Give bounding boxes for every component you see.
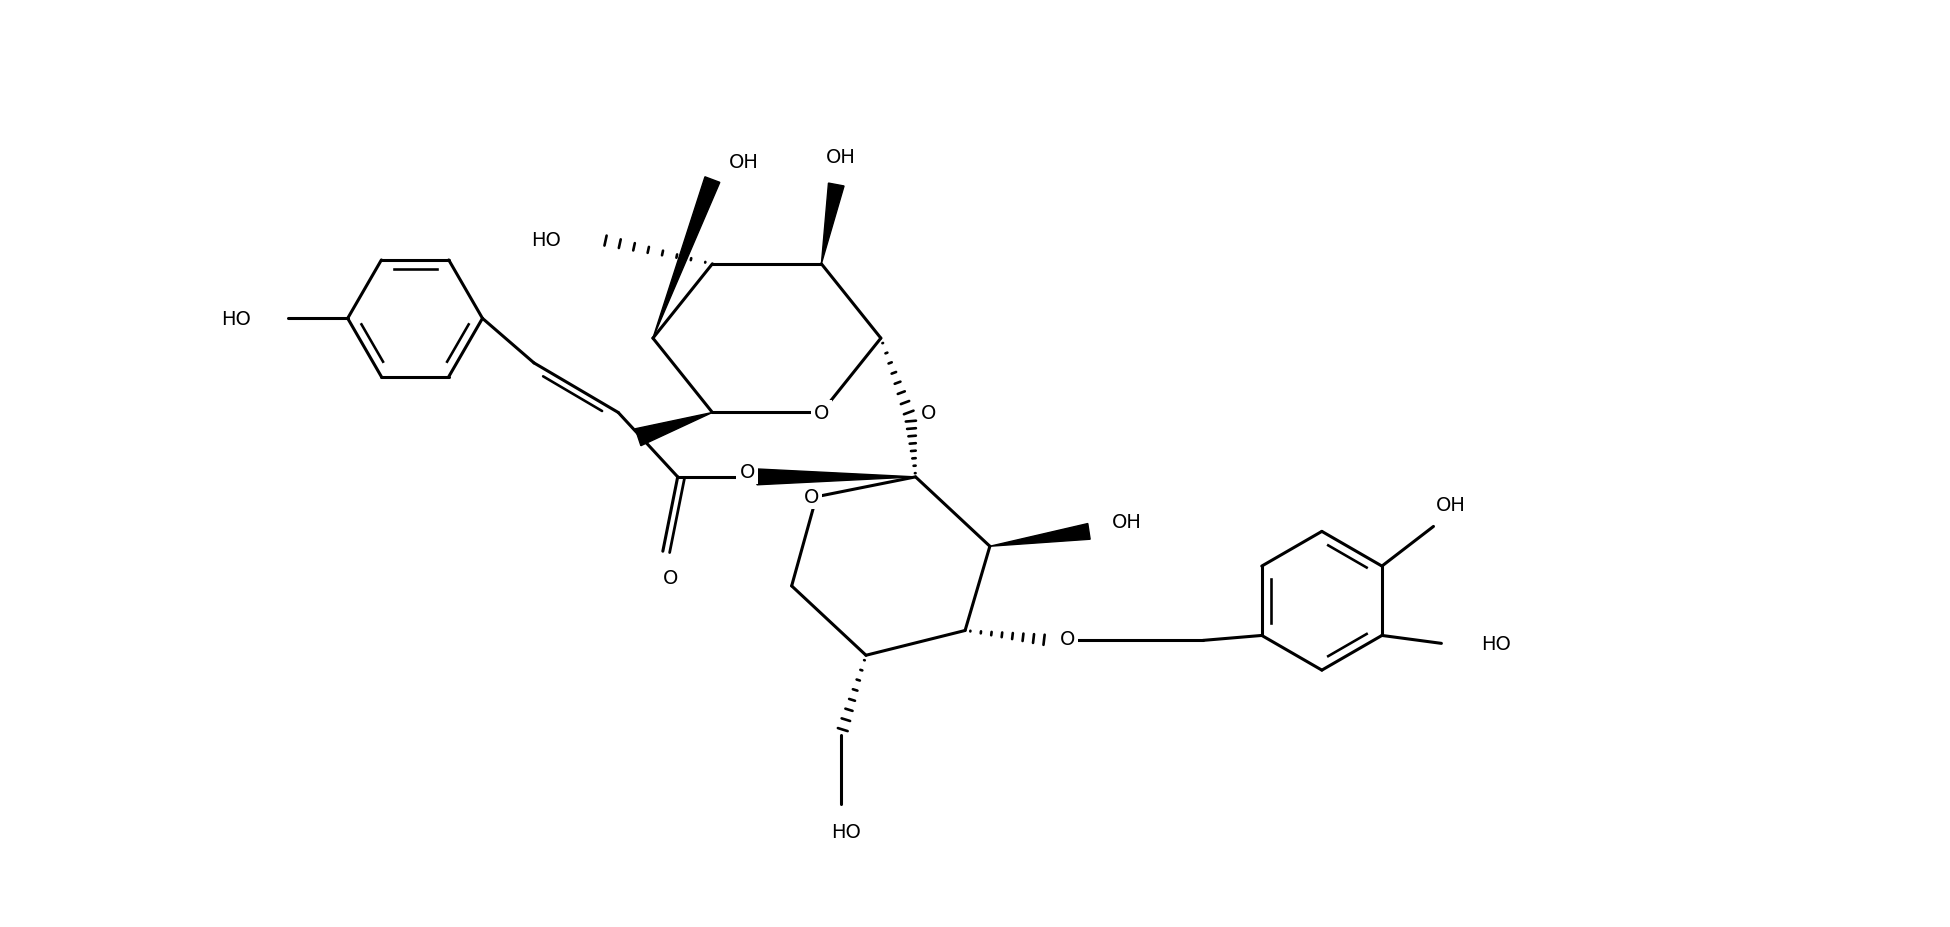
Text: OH: OH [729, 153, 759, 172]
Text: O: O [813, 403, 829, 423]
Text: O: O [739, 463, 755, 482]
Text: OH: OH [1112, 513, 1141, 531]
Text: O: O [920, 403, 936, 423]
Text: OH: OH [827, 148, 856, 167]
Text: HO: HO [831, 822, 862, 841]
Text: HO: HO [1482, 634, 1511, 654]
Polygon shape [757, 469, 916, 485]
Polygon shape [636, 413, 712, 446]
Polygon shape [653, 178, 720, 338]
Polygon shape [821, 184, 844, 264]
Text: HO: HO [530, 230, 562, 249]
Text: O: O [663, 569, 679, 588]
Text: O: O [1059, 629, 1074, 648]
Text: O: O [803, 488, 819, 507]
Text: OH: OH [1437, 496, 1466, 514]
Text: HO: HO [220, 310, 250, 328]
Polygon shape [991, 524, 1090, 547]
